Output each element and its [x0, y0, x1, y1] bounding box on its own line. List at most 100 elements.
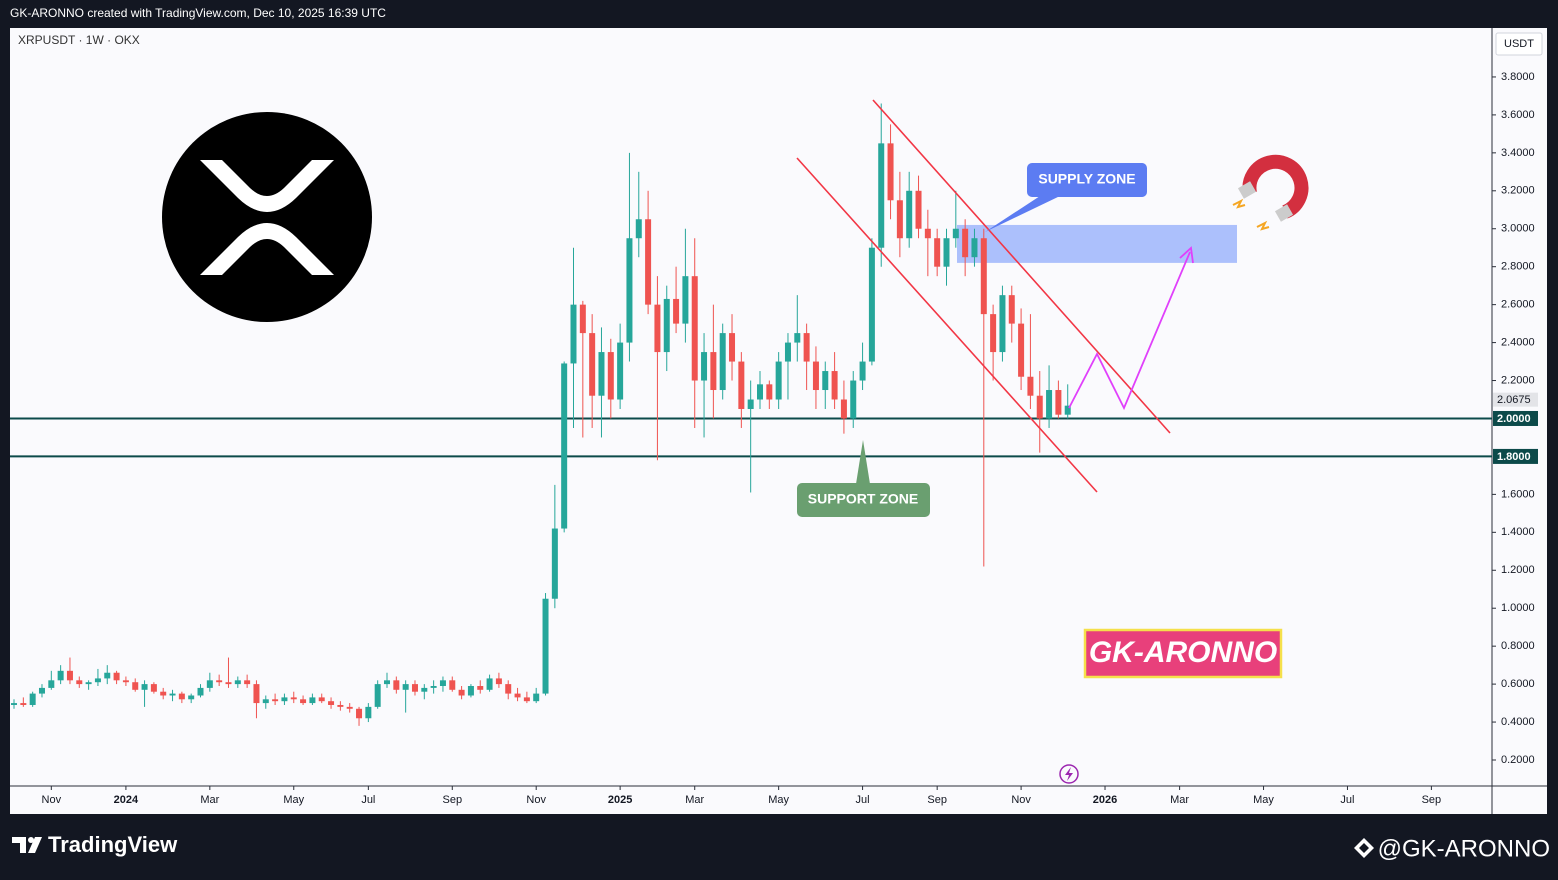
candle-body: [794, 333, 801, 343]
x-tick-label: Sep: [927, 794, 947, 806]
candle-body: [719, 333, 726, 391]
candle-body: [980, 238, 987, 315]
last-price-box: [1493, 392, 1538, 407]
y-tick-label: 2.6000: [1501, 299, 1535, 311]
page-header: GK-ARONNO created with TradingView.com, …: [10, 6, 386, 20]
magnet-icon: [1232, 154, 1309, 231]
candle-body: [523, 697, 530, 702]
candle-body: [225, 682, 232, 685]
candle-body: [561, 363, 568, 529]
channel-lower: [796, 157, 1098, 493]
watermark: GK-ARONNO: [1089, 636, 1277, 669]
y-tick-label: 0.6000: [1501, 678, 1535, 690]
candle-body: [104, 672, 111, 679]
last-price-label: 2.0675: [1497, 394, 1531, 406]
candle-body: [290, 697, 297, 700]
candle-body: [337, 704, 344, 707]
candle-body: [486, 678, 493, 690]
candle-body: [150, 684, 157, 692]
candle-body: [48, 680, 55, 688]
candle-body: [281, 697, 288, 702]
x-tick-label: 2025: [608, 794, 632, 806]
candle-body: [66, 670, 73, 681]
footer-author: @GK-ARONNO: [1378, 835, 1550, 862]
candle-body: [673, 298, 680, 324]
x-tick-label: 2024: [114, 794, 139, 806]
author-icon: [1354, 838, 1374, 858]
candle-body: [1008, 295, 1015, 324]
candle-body: [533, 693, 540, 702]
x-tick-label: Sep: [442, 794, 462, 806]
candle-body: [253, 684, 260, 704]
candle-body: [421, 687, 428, 692]
y-tick-label: 0.4000: [1501, 716, 1535, 728]
candle-body: [477, 686, 484, 690]
candle-body: [206, 680, 213, 688]
tv-logo: [12, 837, 42, 853]
candle-body: [439, 680, 446, 687]
candle-body: [812, 361, 819, 391]
candle-body: [831, 371, 838, 400]
candle-body: [803, 333, 810, 362]
x-tick-label: May: [1253, 794, 1274, 806]
candle-body: [906, 190, 913, 239]
projection-path: [1068, 251, 1191, 411]
candle-body: [29, 693, 36, 705]
candle-body: [38, 687, 45, 694]
candle-body: [598, 352, 605, 396]
candle-body: [328, 701, 335, 705]
candle-body: [1064, 405, 1071, 415]
y-tick-label: 2.8000: [1501, 261, 1535, 273]
candle-body: [840, 399, 847, 419]
channel-upper: [872, 99, 1171, 434]
support-zone-label: SUPPORT ZONE: [808, 491, 918, 507]
candle-body: [645, 219, 652, 305]
y-tick-label: 1.0000: [1501, 602, 1535, 614]
candle-body: [318, 697, 325, 702]
price-labels: 2.0000 1.8000 2.0675: [1493, 392, 1538, 464]
y-tick-label: 3.0000: [1501, 223, 1535, 235]
candle-body: [178, 693, 185, 700]
x-tick-label: May: [283, 794, 304, 806]
candle-body: [822, 371, 829, 391]
candle-body: [20, 703, 27, 705]
candle-body: [346, 706, 353, 709]
plot-area: 0.2000 0.4000 0.6000 0.8000 1.0000 1.2000 1.40…: [10, 71, 1535, 806]
x-tick-label: Mar: [685, 794, 704, 806]
candle-body: [729, 333, 736, 362]
candle-body: [132, 682, 139, 690]
level-price-box: [1493, 410, 1538, 426]
candle-body: [1055, 390, 1062, 415]
candle-body: [691, 276, 698, 381]
candle-body: [887, 143, 894, 201]
candle-body: [971, 238, 978, 258]
candle-body: [160, 691, 167, 696]
candle-body: [617, 342, 624, 400]
events-icon: [1059, 764, 1079, 784]
candle-body: [1046, 390, 1053, 419]
candle-body: [85, 682, 92, 685]
watermark-box: GK-ARONNO: [1083, 628, 1283, 679]
candle-body: [896, 200, 903, 239]
x-tick-label: Mar: [200, 794, 219, 806]
support-callout: SUPPORT ZONE: [797, 440, 930, 517]
candle-body: [962, 228, 969, 258]
candle-body: [654, 304, 661, 353]
x-tick-label: Nov: [42, 794, 62, 806]
x-tick-label: Jul: [856, 794, 870, 806]
x-tick-label: 2026: [1093, 794, 1117, 806]
candle-body: [859, 361, 866, 381]
candle-body: [411, 684, 418, 692]
candle-body: [850, 380, 857, 419]
projection-arrowhead: [1179, 246, 1194, 264]
candle-body: [374, 684, 381, 707]
candle-body: [663, 298, 670, 353]
candle-body: [449, 680, 456, 690]
footer-brand: TradingView: [48, 832, 178, 857]
candle-body: [1027, 376, 1034, 396]
candle-body: [234, 680, 241, 685]
candle-body: [57, 670, 64, 681]
candle-body: [94, 678, 101, 683]
candle-body: [514, 693, 521, 698]
